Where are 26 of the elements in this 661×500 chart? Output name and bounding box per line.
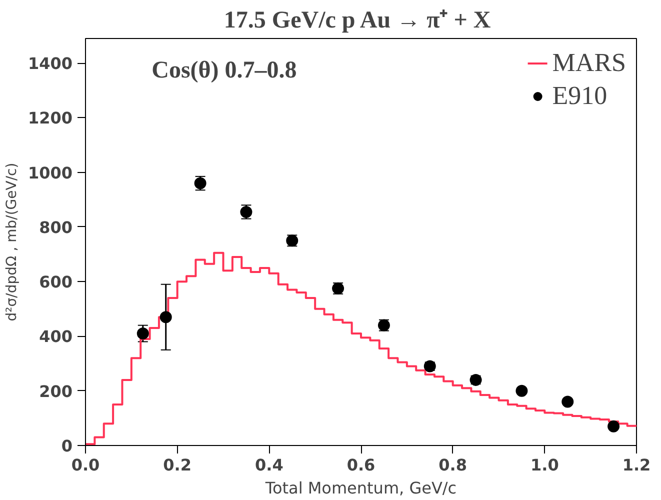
y-axis-title: d²σ/dpdΩ , mb/(GeV/c) [4,162,20,322]
x-tick-label: 1.0 [530,456,559,474]
legend-label: E910 [552,81,608,111]
y-tick-label: 1400 [28,54,72,74]
x-tick-label: 0.2 [163,456,192,474]
point [516,384,528,397]
point [562,396,574,408]
y-tick-label: 400 [39,327,73,346]
y-tick-label: 800 [39,218,73,237]
x-axis-title: Total Momentum, GeV/c [264,478,457,498]
y-tick-label: 200 [39,382,73,401]
y-tick-label: 1200 [28,108,72,128]
y-tick-label: 600 [39,272,73,292]
chart-title: 17.5 GeV/c p Au → π⁺ + X [224,8,492,34]
point [160,311,172,324]
x-tick-label: 0.6 [346,456,376,474]
point [136,328,149,340]
y-tick-label: 0 [61,436,73,456]
legend-label: MARS [552,48,626,78]
x-tick-label: 0.4 [254,456,284,474]
point [608,420,620,432]
x-tick-label: 1.2 [622,456,651,474]
y-tick-label: 1000 [28,163,72,182]
x-tick-label: 0.8 [438,456,468,474]
x-tick-label: 0.0 [71,456,100,474]
annotation: Cos(θ) 0.7–0.8 [152,57,297,84]
